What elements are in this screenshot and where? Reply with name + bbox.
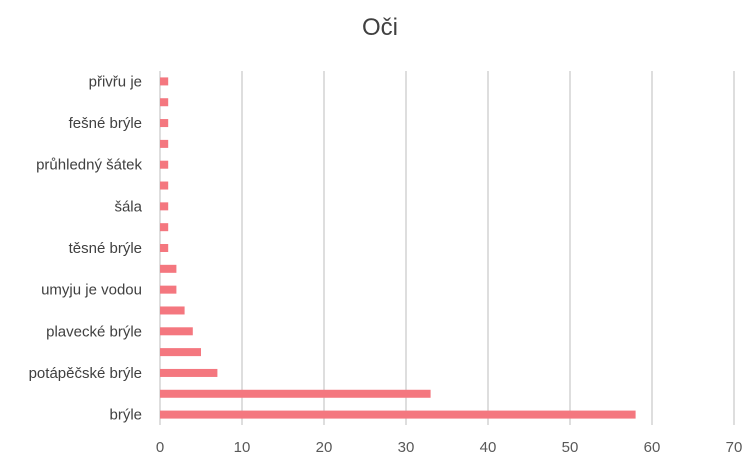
bar xyxy=(160,77,169,86)
x-tick-label: 50 xyxy=(562,439,579,456)
category-label: šála xyxy=(114,198,142,215)
bar xyxy=(160,202,169,211)
gridlines xyxy=(159,71,735,425)
category-label: přivřu je xyxy=(89,73,142,90)
category-label: těsné brýle xyxy=(69,240,142,257)
bar xyxy=(160,223,169,232)
bar xyxy=(160,119,169,128)
bar xyxy=(160,264,177,273)
bar xyxy=(160,306,185,315)
category-label: plavecké brýle xyxy=(46,323,142,340)
category-labels: brýle potápěčské brýle plavecké brýle umyju… xyxy=(29,73,143,423)
category-label: fešné brýle xyxy=(69,115,142,132)
x-tick-label: 30 xyxy=(398,439,415,456)
bar xyxy=(160,139,169,148)
bar xyxy=(160,181,169,190)
x-tick-label: 40 xyxy=(480,439,497,456)
x-tick-label: 70 xyxy=(726,439,743,456)
bar xyxy=(160,368,218,377)
x-tick-label: 0 xyxy=(156,439,164,456)
category-label: průhledný šátek xyxy=(36,157,142,174)
x-tick-label: 20 xyxy=(316,439,333,456)
category-label: brýle xyxy=(109,407,142,424)
category-label: potápěčské brýle xyxy=(29,365,142,382)
chart-title: Oči xyxy=(362,14,398,41)
x-tick-label: 10 xyxy=(234,439,251,456)
category-label: umyju je vodou xyxy=(41,282,142,299)
bar xyxy=(160,410,636,419)
bar xyxy=(160,285,177,294)
bar xyxy=(160,327,193,336)
bar xyxy=(160,244,169,252)
bar xyxy=(160,348,201,357)
bar xyxy=(160,98,169,107)
x-tick-label: 60 xyxy=(644,439,661,456)
x-axis-ticks: 0 10 20 30 40 50 60 70 xyxy=(156,439,743,456)
bar xyxy=(160,389,431,398)
bar xyxy=(160,160,169,169)
bars xyxy=(160,77,636,419)
